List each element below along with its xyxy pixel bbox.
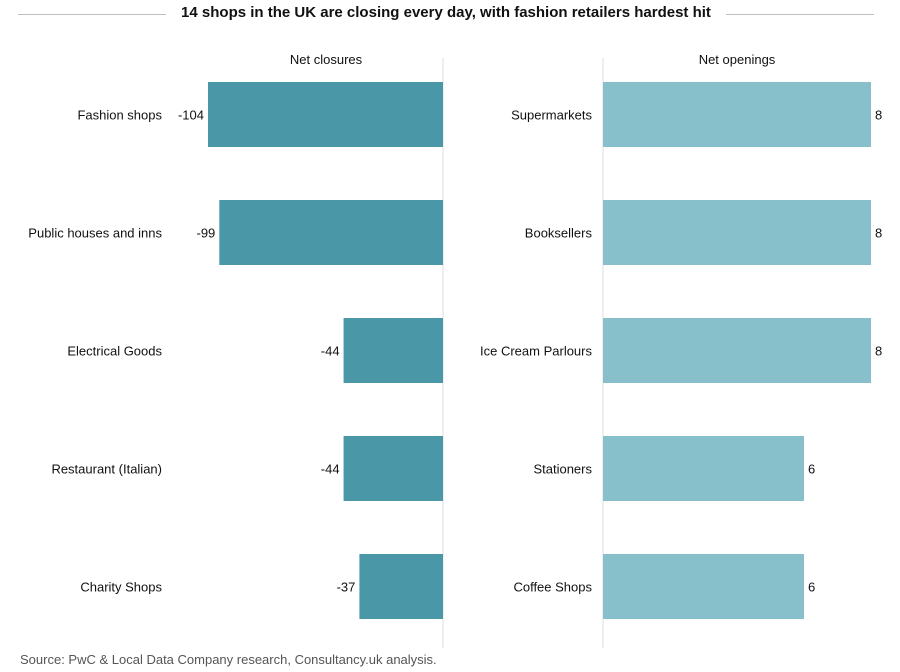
openings-category-label: Booksellers: [525, 226, 593, 241]
closures-bar: [219, 200, 443, 265]
openings-value-label: 6: [808, 580, 815, 595]
chart-title: 14 shops in the UK are closing every day…: [181, 4, 711, 21]
closures-bar: [208, 82, 443, 147]
openings-value-label: 6: [808, 462, 815, 477]
openings-bar: [603, 200, 871, 265]
title-rule-right: [726, 14, 874, 15]
closures-bar: [343, 436, 443, 501]
chart-canvas: Net closures Fashion shops -104 Public hous…: [28, 52, 882, 648]
openings-category-label: Supermarkets: [511, 108, 592, 123]
closures-bar: [359, 554, 443, 619]
openings-bar: [603, 318, 871, 383]
closures-value-label: -104: [178, 108, 204, 123]
closures-category-label: Fashion shops: [77, 108, 162, 123]
closures-value-label: -37: [337, 580, 356, 595]
openings-bar: [603, 554, 804, 619]
title-row: 14 shops in the UK are closing every day…: [18, 0, 874, 28]
closures-value-label: -99: [197, 226, 216, 241]
openings-bar: [603, 436, 804, 501]
closures-bar: [343, 318, 443, 383]
source-note: Source: PwC & Local Data Company researc…: [20, 652, 437, 667]
openings-value-label: 8: [875, 226, 882, 241]
closures-panel-title: Net closures: [290, 52, 363, 67]
openings-value-label: 8: [875, 108, 882, 123]
closures-category-label: Charity Shops: [80, 580, 162, 595]
openings-value-label: 8: [875, 344, 882, 359]
closures-value-label: -44: [321, 344, 340, 359]
closures-category-label: Restaurant (Italian): [51, 462, 162, 477]
openings-bar: [603, 82, 871, 147]
closures-category-label: Electrical Goods: [67, 344, 162, 359]
title-rule-left: [18, 14, 166, 15]
closures-category-label: Public houses and inns: [28, 226, 162, 241]
openings-category-label: Coffee Shops: [513, 580, 592, 595]
openings-category-label: Stationers: [533, 462, 592, 477]
openings-category-label: Ice Cream Parlours: [480, 344, 592, 359]
openings-panel-title: Net openings: [699, 52, 776, 67]
closures-value-label: -44: [321, 462, 340, 477]
